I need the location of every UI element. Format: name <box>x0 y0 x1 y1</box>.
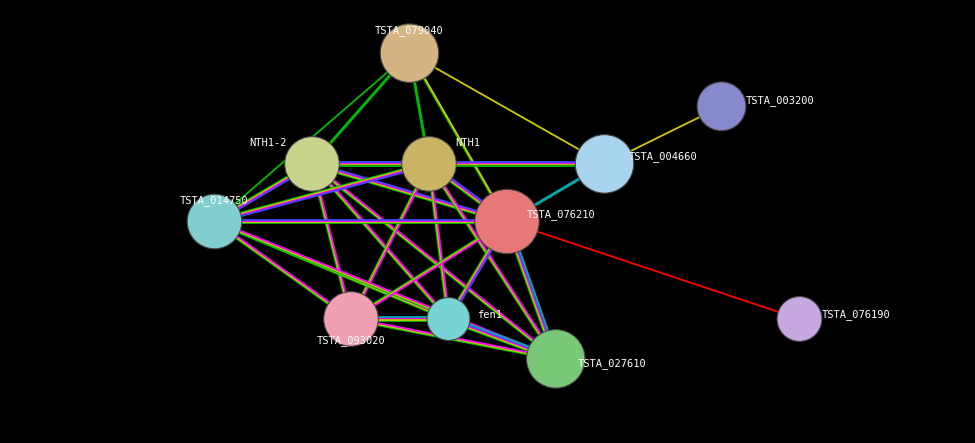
Ellipse shape <box>427 298 470 340</box>
Ellipse shape <box>380 24 439 82</box>
Text: TSTA_093020: TSTA_093020 <box>317 335 385 346</box>
Ellipse shape <box>402 136 456 191</box>
Text: TSTA_076210: TSTA_076210 <box>526 209 595 220</box>
Text: TSTA_014750: TSTA_014750 <box>180 195 249 206</box>
Ellipse shape <box>324 291 378 346</box>
Ellipse shape <box>475 189 539 254</box>
Text: TSTA_079040: TSTA_079040 <box>375 25 444 35</box>
Text: TSTA_027610: TSTA_027610 <box>578 358 646 369</box>
Text: fen1: fen1 <box>477 310 502 319</box>
Ellipse shape <box>187 194 242 249</box>
Ellipse shape <box>526 330 585 388</box>
Ellipse shape <box>697 82 746 131</box>
Text: TSTA_003200: TSTA_003200 <box>746 96 814 106</box>
Ellipse shape <box>777 296 822 342</box>
Text: TSTA_004660: TSTA_004660 <box>629 152 697 162</box>
Text: NTH1: NTH1 <box>455 138 481 148</box>
Text: NTH1-2: NTH1-2 <box>250 138 287 148</box>
Text: TSTA_076190: TSTA_076190 <box>822 309 890 320</box>
Ellipse shape <box>575 135 634 193</box>
Ellipse shape <box>285 136 339 191</box>
